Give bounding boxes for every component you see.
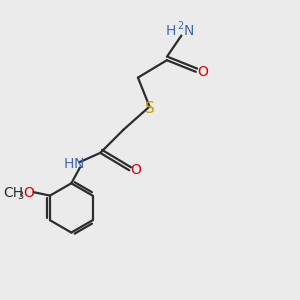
Text: 2: 2	[178, 21, 184, 31]
Text: 3: 3	[17, 191, 23, 202]
Text: O: O	[23, 186, 34, 200]
Text: H: H	[63, 158, 74, 172]
Text: O: O	[130, 163, 141, 177]
Text: CH: CH	[3, 186, 23, 200]
Text: N: N	[74, 158, 84, 172]
Text: H: H	[166, 24, 176, 38]
Text: O: O	[197, 65, 208, 79]
Text: S: S	[145, 100, 154, 116]
Text: N: N	[183, 24, 194, 38]
